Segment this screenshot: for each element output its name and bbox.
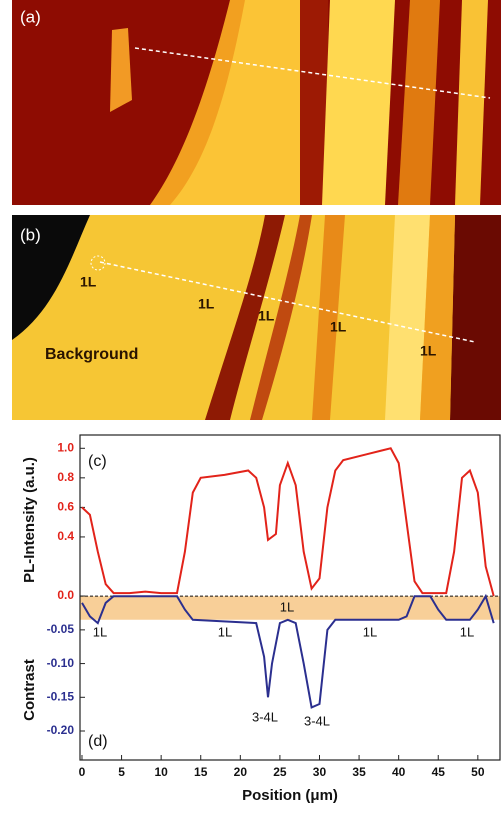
image-annotation: 1L (330, 319, 347, 335)
x-tick-label: 25 (273, 765, 287, 779)
series-line (81, 593, 495, 709)
annotation: 1L (93, 624, 107, 639)
x-tick-label: 35 (352, 765, 366, 779)
annotation: 1L (460, 624, 474, 639)
y-tick-label: 0.6 (57, 500, 74, 514)
image-annotation: Background (45, 346, 138, 363)
plot-frame (79, 434, 501, 761)
x-tick-label: 40 (392, 765, 406, 779)
y-tick-label: 1.0 (57, 440, 74, 454)
series-line (81, 447, 495, 597)
annotation: 3-4L (304, 713, 330, 728)
y2-tick-label: -0.05 (47, 622, 75, 636)
x-axis-label: Position (μm) (242, 787, 338, 804)
y-axis-label: PL-Intensity (a.u.) (21, 457, 38, 583)
panel-label: (b) (20, 225, 41, 244)
panel-label: (a) (20, 7, 41, 26)
annotation: 3-4L (252, 709, 278, 724)
annotation: 1L (363, 624, 377, 639)
image-annotation: 1L (80, 274, 97, 290)
annotation: (c) (88, 453, 107, 470)
x-tick-label: 45 (432, 765, 446, 779)
y-tick-label: 0.4 (57, 529, 74, 543)
x-tick-label: 15 (194, 765, 208, 779)
annotation: (d) (88, 733, 108, 750)
x-tick-label: 30 (313, 765, 327, 779)
annotation: 1L (218, 624, 232, 639)
x-tick-label: 10 (154, 765, 168, 779)
y-tick-label: 0.8 (57, 470, 74, 484)
y2-tick-label: -0.20 (47, 723, 75, 737)
y2-tick-label: -0.15 (47, 689, 75, 703)
x-tick-label: 20 (234, 765, 248, 779)
x-tick-label: 50 (471, 765, 485, 779)
image-a: (a) (12, 0, 501, 205)
image-b: (b) 1L 1L 1L 1L 1L Background (12, 215, 501, 420)
image-annotation: 1L (420, 343, 437, 359)
y2-axis-label: Contrast (21, 659, 38, 721)
annotation: 1L (280, 599, 294, 614)
y-tick-label: 0.0 (57, 588, 74, 602)
y2-tick-label: -0.10 (47, 656, 75, 670)
image-annotation: 1L (258, 308, 275, 324)
chart: 0 5 10 15 20 25 30 35 40 45 50 0.0 0.4 0.6 0.8 1.0 -0.20… (21, 434, 501, 804)
shaded-band (80, 596, 500, 620)
image-annotation: 1L (198, 296, 215, 312)
x-tick-label: 5 (118, 765, 125, 779)
x-tick-label: 0 (79, 765, 86, 779)
